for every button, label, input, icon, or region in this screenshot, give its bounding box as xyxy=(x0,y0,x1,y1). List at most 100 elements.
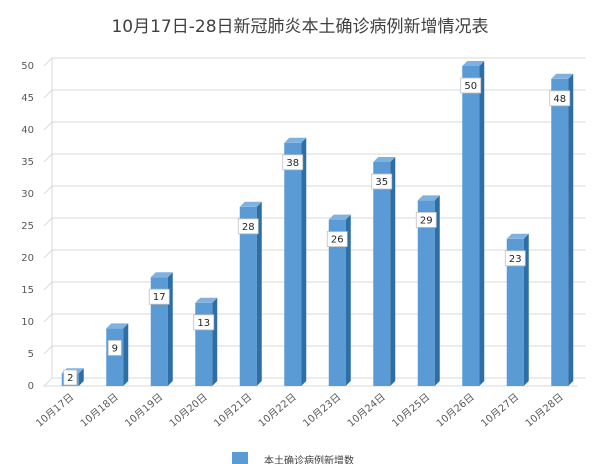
x-tick-label: 10月26日 xyxy=(434,391,477,429)
gridline-depth xyxy=(43,185,53,195)
x-tick-label: 10月25日 xyxy=(390,391,433,429)
gridline-depth xyxy=(43,249,53,259)
bar[interactable] xyxy=(195,297,218,386)
data-label: 2 xyxy=(67,373,73,384)
y-tick-label: 15 xyxy=(21,285,34,296)
x-tick-label: 10月21日 xyxy=(212,391,255,429)
bar[interactable] xyxy=(462,61,485,386)
data-label-box xyxy=(63,369,78,386)
bar-side xyxy=(212,297,218,386)
data-label-box xyxy=(148,288,170,305)
bar-front xyxy=(328,219,346,386)
bar-top xyxy=(417,195,440,201)
gridline-depth xyxy=(43,217,53,227)
data-label-box xyxy=(326,231,348,248)
data-label: 48 xyxy=(553,94,566,105)
bar-front xyxy=(239,206,257,386)
bar[interactable] xyxy=(284,137,307,386)
gridline-depth xyxy=(43,377,53,387)
bar-top xyxy=(106,323,129,329)
bar[interactable] xyxy=(506,233,529,386)
data-label: 13 xyxy=(197,318,210,329)
data-label: 26 xyxy=(331,235,344,246)
gridline-depth xyxy=(43,313,53,323)
x-tick-label: 10月18日 xyxy=(78,391,121,429)
bar-front xyxy=(417,200,435,386)
data-label-box xyxy=(371,173,393,190)
gridline-depth xyxy=(43,345,53,355)
bar-top xyxy=(239,201,262,207)
data-label-box xyxy=(504,250,526,267)
bar[interactable] xyxy=(417,195,440,386)
bar-side xyxy=(390,157,396,386)
bar-top xyxy=(462,61,485,66)
y-tick-label: 20 xyxy=(21,253,34,264)
data-label: 23 xyxy=(509,254,522,265)
x-tick-label: 10月20日 xyxy=(167,391,210,429)
bar-front xyxy=(462,66,480,386)
y-tick-label: 25 xyxy=(21,221,34,232)
bar-top xyxy=(373,157,396,162)
bar-side xyxy=(123,323,129,386)
data-label: 35 xyxy=(375,177,388,188)
x-tick-label: 10月27日 xyxy=(479,391,522,429)
x-tick-label: 10月28日 xyxy=(523,391,566,429)
chart-title: 10月17日-28日新冠肺炎本土确诊病例新增情况表 xyxy=(111,17,489,37)
x-tick-label: 10月23日 xyxy=(301,391,344,429)
bar-top xyxy=(150,272,173,278)
y-tick-label: 35 xyxy=(21,157,34,168)
y-tick-label: 45 xyxy=(21,93,34,104)
x-tick-label: 10月17日 xyxy=(34,391,77,429)
bar-top xyxy=(551,73,574,79)
bar[interactable] xyxy=(373,157,396,386)
y-tick-label: 50 xyxy=(21,61,34,72)
data-label: 38 xyxy=(286,158,299,169)
bar-side xyxy=(434,195,440,386)
data-label: 17 xyxy=(153,292,166,303)
bar-side xyxy=(256,201,262,386)
bar-top xyxy=(506,233,529,239)
y-tick-label: 30 xyxy=(21,189,34,200)
bar-side xyxy=(568,73,574,387)
data-label-box xyxy=(549,90,571,107)
x-tick-label: 10月24日 xyxy=(345,391,388,429)
bar[interactable] xyxy=(328,214,351,386)
legend-swatch xyxy=(232,452,248,464)
data-label: 29 xyxy=(420,215,433,226)
bar-front xyxy=(373,162,391,386)
bar-top xyxy=(328,214,351,220)
bar-side xyxy=(479,61,485,386)
gridline-depth xyxy=(43,281,53,291)
bar-front xyxy=(106,328,124,386)
data-label-box xyxy=(415,211,437,228)
data-label-box xyxy=(282,154,304,171)
x-tick-label: 10月22日 xyxy=(256,391,299,429)
bar-front xyxy=(284,142,302,386)
data-label-box xyxy=(460,77,482,94)
bar-side xyxy=(345,214,351,386)
data-label-box xyxy=(107,339,122,356)
bar-top xyxy=(284,137,307,143)
bar-side xyxy=(523,233,529,386)
y-tick-label: 0 xyxy=(28,381,34,392)
data-label: 28 xyxy=(242,222,255,233)
data-label-box xyxy=(193,314,215,331)
y-tick-label: 10 xyxy=(21,317,34,328)
bar-side xyxy=(301,137,307,386)
gridline-depth xyxy=(43,89,53,99)
legend-label: 本土确诊病例新增数 xyxy=(264,454,354,464)
y-tick-label: 40 xyxy=(21,125,34,136)
data-label-box xyxy=(237,218,259,235)
gridline-depth xyxy=(43,121,53,131)
bar[interactable] xyxy=(551,73,574,387)
bar-top xyxy=(195,297,218,303)
bar[interactable] xyxy=(239,201,262,386)
data-label: 50 xyxy=(464,81,477,92)
bar-front xyxy=(506,238,524,386)
gridline-depth xyxy=(43,57,53,67)
bar-side xyxy=(78,368,84,386)
x-tick-label: 10月19日 xyxy=(123,391,166,429)
y-tick-label: 5 xyxy=(28,349,34,360)
